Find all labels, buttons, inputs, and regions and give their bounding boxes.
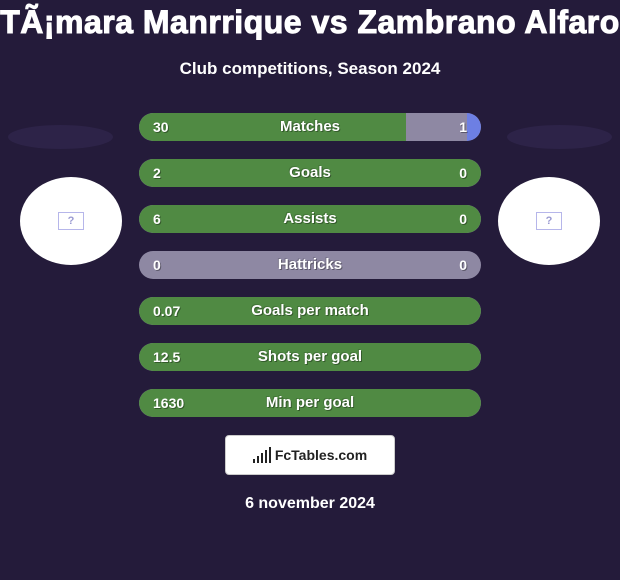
stat-row: 12.5Shots per goal <box>139 343 481 371</box>
page-title: TÃ¡mara Manrrique vs Zambrano Alfaro <box>0 4 620 41</box>
brand-bars-icon <box>253 447 271 463</box>
stat-value-right: 0 <box>459 159 467 187</box>
stat-label: Matches <box>139 113 481 141</box>
stat-label: Hattricks <box>139 251 481 279</box>
subtitle: Club competitions, Season 2024 <box>0 59 620 79</box>
stat-label: Goals per match <box>139 297 481 325</box>
player-right-avatar: ? <box>498 177 600 265</box>
stat-value-right: 1 <box>459 113 467 141</box>
player-left-shadow <box>8 125 113 149</box>
avatar-placeholder-icon: ? <box>536 212 562 230</box>
stat-row: 2Goals0 <box>139 159 481 187</box>
player-left-avatar: ? <box>20 177 122 265</box>
brand-badge: FcTables.com <box>225 435 395 475</box>
stat-label: Goals <box>139 159 481 187</box>
stat-label: Assists <box>139 205 481 233</box>
stat-row: 1630Min per goal <box>139 389 481 417</box>
brand-text: FcTables.com <box>275 447 367 463</box>
stat-label: Shots per goal <box>139 343 481 371</box>
stat-value-right: 0 <box>459 205 467 233</box>
stat-row: 0.07Goals per match <box>139 297 481 325</box>
date-line: 6 november 2024 <box>0 495 620 513</box>
comparison-card: TÃ¡mara Manrrique vs Zambrano Alfaro Clu… <box>0 0 620 580</box>
avatar-placeholder-icon: ? <box>58 212 84 230</box>
stat-row: 30Matches1 <box>139 113 481 141</box>
stat-value-right: 0 <box>459 251 467 279</box>
stat-row: 6Assists0 <box>139 205 481 233</box>
stats-list: 30Matches12Goals06Assists00Hattricks00.0… <box>139 113 481 417</box>
stat-row: 0Hattricks0 <box>139 251 481 279</box>
stat-label: Min per goal <box>139 389 481 417</box>
player-right-shadow <box>507 125 612 149</box>
